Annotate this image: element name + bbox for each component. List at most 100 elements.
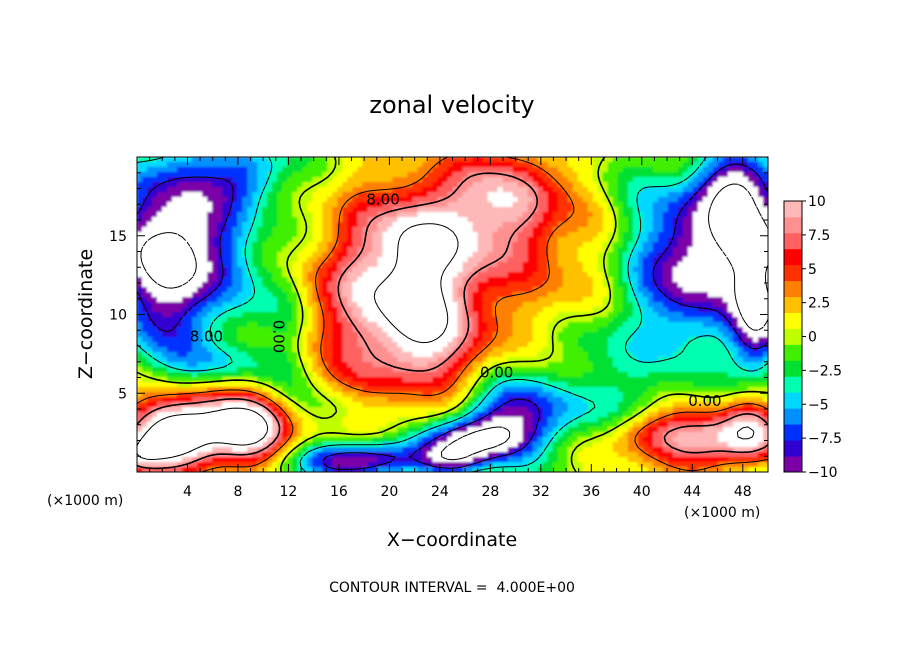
heat-cell — [342, 247, 348, 253]
heat-cell — [167, 317, 173, 323]
heat-cell — [532, 162, 539, 168]
heat-cell — [557, 327, 564, 333]
heat-cell — [707, 222, 714, 228]
heat-cell — [312, 232, 318, 238]
heat-cell — [387, 177, 394, 183]
heat-cell — [147, 237, 153, 243]
heat-cell — [507, 337, 514, 343]
heat-cell — [567, 237, 574, 243]
heat-cell — [407, 247, 414, 253]
heat-cell — [197, 177, 203, 183]
heat-cell — [447, 262, 454, 268]
heat-cell — [522, 247, 529, 253]
heat-cell — [207, 212, 213, 218]
heat-cell — [517, 242, 524, 248]
heat-cell — [367, 262, 373, 268]
heat-cell — [727, 347, 734, 353]
heat-cell — [597, 227, 604, 233]
heat-cell — [362, 332, 368, 338]
heat-cell — [187, 337, 193, 343]
heat-cell — [302, 287, 308, 293]
heat-cell — [642, 197, 649, 203]
heat-cell — [567, 227, 574, 233]
heat-cell — [602, 347, 609, 353]
heat-cell — [252, 337, 258, 343]
heat-cell — [472, 177, 479, 183]
heat-cell — [672, 332, 679, 338]
heat-cell — [257, 337, 263, 343]
heat-cell — [727, 317, 734, 323]
heat-cell — [387, 237, 394, 243]
heat-cell — [757, 207, 764, 213]
heat-cell — [177, 227, 183, 233]
heat-cell — [712, 277, 719, 283]
heat-cell — [382, 157, 388, 163]
heat-cell — [657, 172, 664, 178]
heat-cell — [637, 202, 644, 208]
heat-cell — [337, 172, 343, 178]
heat-cell — [672, 177, 679, 183]
heat-cell — [527, 292, 534, 298]
heat-cell — [257, 222, 263, 228]
heat-cell — [157, 302, 163, 308]
heat-cell — [197, 267, 203, 273]
heat-cell — [172, 297, 178, 303]
heat-cell — [512, 287, 519, 293]
heat-cell — [582, 307, 589, 313]
heat-cell — [562, 332, 569, 338]
heat-cell — [182, 302, 188, 308]
heat-cell — [727, 327, 734, 333]
heat-cell — [487, 242, 494, 248]
heat-cell — [402, 172, 409, 178]
heat-cell — [627, 347, 634, 353]
heat-cell — [247, 347, 253, 353]
heat-cell — [562, 252, 569, 258]
heat-cell — [462, 197, 469, 203]
heat-cell — [722, 212, 729, 218]
heat-cell — [477, 317, 484, 323]
heat-cell — [682, 237, 689, 243]
heat-cell — [287, 157, 293, 163]
heat-cell — [387, 252, 394, 258]
heat-cell — [277, 237, 283, 243]
heat-cell — [412, 302, 419, 308]
heat-cell — [207, 352, 213, 358]
heat-cell — [497, 272, 504, 278]
heat-cell — [192, 262, 198, 268]
heat-cell — [317, 342, 323, 348]
heat-cell — [222, 277, 228, 283]
heat-cell — [632, 347, 639, 353]
heat-cell — [152, 337, 158, 343]
heat-cell — [477, 337, 484, 343]
heat-cell — [212, 182, 218, 188]
heat-cell — [232, 327, 238, 333]
heat-cell — [317, 207, 323, 213]
heat-cell — [337, 352, 343, 358]
heat-cell — [412, 277, 419, 283]
heat-cell — [607, 317, 614, 323]
heat-cell — [182, 167, 188, 173]
heat-cell — [672, 327, 679, 333]
heat-cell — [762, 307, 768, 313]
heat-cell — [182, 337, 188, 343]
heat-cell — [387, 247, 394, 253]
heat-cell — [327, 312, 333, 318]
heat-cell — [692, 252, 699, 258]
heat-cell — [557, 267, 564, 273]
heat-cell — [212, 212, 218, 218]
heat-cell — [532, 157, 539, 163]
heat-cell — [492, 247, 499, 253]
heat-cell — [207, 197, 213, 203]
heat-cell — [407, 242, 414, 248]
heat-cell — [602, 202, 609, 208]
heat-cell — [517, 247, 524, 253]
heat-cell — [747, 347, 754, 353]
heat-cell — [317, 177, 323, 183]
heat-cell — [497, 282, 504, 288]
heat-cell — [302, 177, 308, 183]
heat-cell — [217, 192, 223, 198]
heat-cell — [437, 292, 444, 298]
heat-cell — [447, 187, 454, 193]
heat-cell — [637, 297, 644, 303]
heat-cell — [217, 177, 223, 183]
